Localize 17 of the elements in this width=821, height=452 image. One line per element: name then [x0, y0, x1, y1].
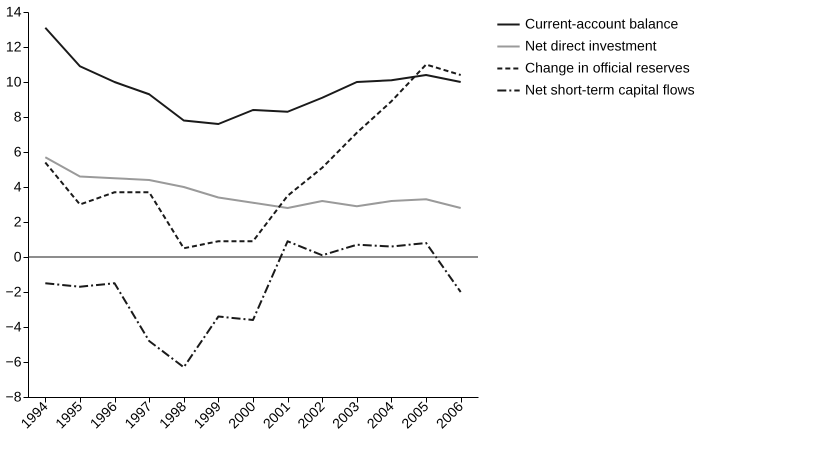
y-tick-label: −4 — [6, 318, 22, 334]
y-tick-label: 4 — [14, 178, 22, 194]
legend-label: Net short-term capital flows — [525, 82, 695, 98]
y-tick-label: 2 — [14, 214, 22, 230]
y-tick-label: 0 — [14, 248, 22, 264]
line-series — [44, 156, 462, 209]
y-tick-label: 12 — [6, 38, 22, 54]
legend-label: Net direct investment — [525, 38, 657, 54]
y-tick-label: −2 — [6, 284, 22, 300]
y-tick-label: 8 — [14, 108, 22, 124]
y-tick-label: −8 — [6, 388, 22, 404]
y-tick-label: 10 — [6, 74, 22, 90]
legend-label: Current-account balance — [525, 16, 679, 32]
y-tick-label: −6 — [6, 354, 22, 370]
y-tick-label: 14 — [6, 4, 22, 20]
y-tick-label: 6 — [14, 144, 22, 160]
legend-label: Change in official reserves — [525, 60, 690, 76]
